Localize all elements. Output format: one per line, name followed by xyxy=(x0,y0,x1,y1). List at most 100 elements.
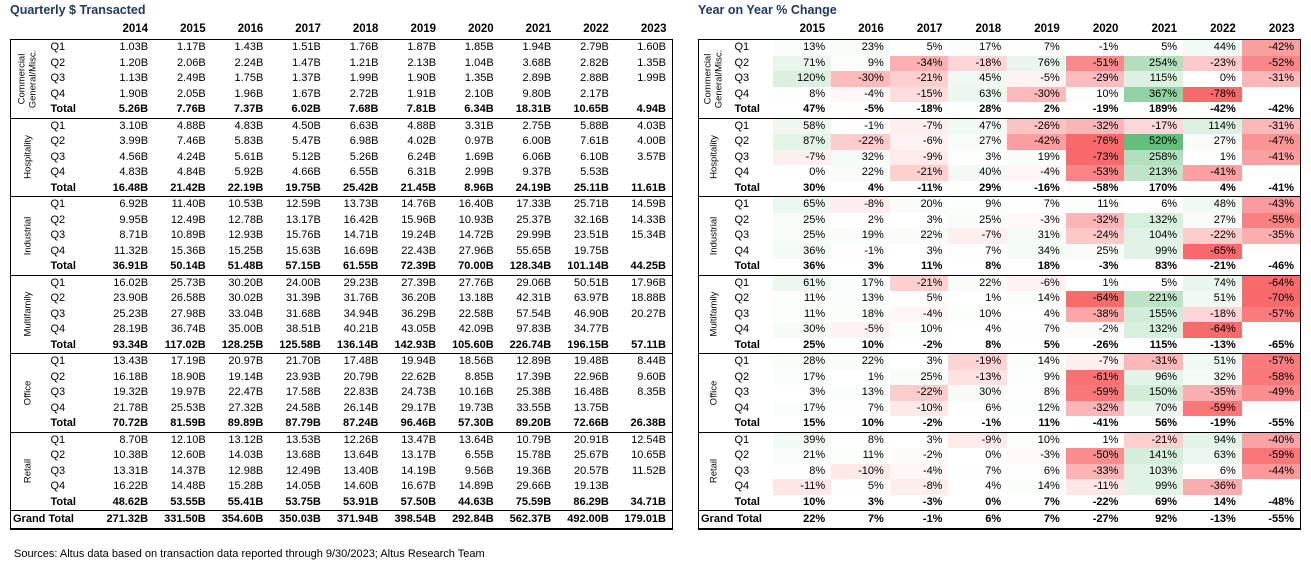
value-cell: 19.94B xyxy=(401,355,437,367)
value-cell: 13.31B xyxy=(113,464,149,477)
value-cell: 4.24B xyxy=(176,150,206,163)
value-cell: 89.89B xyxy=(227,417,264,429)
quarter-label: Q3 xyxy=(50,307,66,320)
heat-cell: -15% xyxy=(889,86,949,102)
heat-cell: 99% xyxy=(1124,479,1184,495)
sector-label-text: Industrial xyxy=(708,216,720,256)
value-cell: -41% xyxy=(1092,417,1119,429)
quarter-row: Industrial Q1 65% -8% 20% 9% 7% 11% 6% 48% -43% xyxy=(699,196,1301,255)
value-cell: -19% xyxy=(1092,103,1119,115)
heat-cell: -42% xyxy=(1241,39,1301,56)
value-cell: 11.52B xyxy=(631,464,666,477)
value-cell: 47% xyxy=(803,103,826,115)
value-cell: 14.33B xyxy=(631,213,666,226)
heat-cell: -44% xyxy=(1241,463,1301,479)
value-cell: 0% xyxy=(985,495,1002,508)
value-cell: 57.11B xyxy=(631,338,666,351)
heat-cell: 5% xyxy=(889,39,949,56)
year-header: 2018 xyxy=(352,23,379,35)
quarter-row: Q3 25.23B 27.98B 33.04B 31.68B 34.94B 36.29B 22… xyxy=(11,307,673,323)
heat-cell: -51% xyxy=(1065,55,1125,71)
value-cell: 22.58B xyxy=(458,307,494,320)
heat-cell: 103% xyxy=(1124,463,1184,479)
quarter-row: Q4 16.22B 14.48B 15.28B 14.05B 14.60B 16.67B 14… xyxy=(11,479,673,495)
value-cell: 14.19B xyxy=(401,464,437,477)
value-cell: 2.88B xyxy=(580,72,609,84)
value-cell: 1.85B xyxy=(464,41,494,53)
value-cell: 1.17B xyxy=(176,41,206,53)
sector-label-text: Multifamily xyxy=(22,291,34,337)
grand-total-value: 350.03B xyxy=(279,513,321,525)
value-cell: 10.93B xyxy=(458,213,494,226)
quarter-row: Q4 30% -5% 10% 4% 7% -2% 132% -64% xyxy=(699,322,1301,338)
sector-block: Hospitality Q1 58% -1% -7% 47% -26% -32% -17% 114… xyxy=(698,118,1301,197)
value-cell: 11% xyxy=(921,260,943,272)
value-cell: 6.06B xyxy=(522,150,552,163)
value-cell: -11% xyxy=(917,181,943,194)
heat-cell xyxy=(1242,401,1301,417)
value-cell: 13.17B xyxy=(401,449,437,461)
quarter-label: Q4 xyxy=(734,87,750,100)
quarter-row: Q4 21.78B 25.53B 27.32B 24.58B 26.14B 29.17B 19… xyxy=(11,401,673,417)
quarter-label: Q1 xyxy=(50,198,66,210)
sector-label-text: Commercial General/Misc. xyxy=(702,49,725,109)
total-label: Total xyxy=(734,181,760,194)
heat-cell: 71% xyxy=(772,55,832,71)
value-cell: 5.26B xyxy=(349,150,379,163)
heat-cell: -40% xyxy=(1241,432,1301,448)
value-cell: 23.51B xyxy=(573,229,609,241)
value-cell: 16.40B xyxy=(458,198,494,210)
value-cell: 14.89B xyxy=(458,480,494,492)
quarter-row: Q2 3.99B 7.46B 5.83B 5.47B 6.98B 4.02B 0.97B 6.0… xyxy=(11,134,673,150)
value-cell: 53.91B xyxy=(342,495,379,508)
value-cell: 10.53B xyxy=(228,198,264,210)
heat-cell: 45% xyxy=(948,71,1008,87)
heat-cell: 10% xyxy=(1007,432,1066,448)
year-header: 2017 xyxy=(295,23,321,35)
value-cell: 1.75B xyxy=(234,72,264,84)
heat-cell: -1% xyxy=(831,243,890,259)
value-cell: 25.71B xyxy=(573,198,609,210)
corner-label xyxy=(45,21,97,40)
quarter-row: Multifamily Q1 16.02B 25.73B 30.20B 24.00B 29.… xyxy=(11,275,673,337)
heat-cell: 0% xyxy=(948,448,1008,464)
heat-cell: -21% xyxy=(889,71,949,87)
quarter-label: Q1 xyxy=(734,41,750,53)
value-cell: 50.14B xyxy=(170,260,206,272)
grand-total-value: 562.37B xyxy=(509,513,552,525)
quarter-row: Hospitality Q1 58% -1% -7% 47% -26% -32% -17% 114… xyxy=(699,118,1301,179)
value-cell: 13.64B xyxy=(458,433,494,446)
quarter-row: Q3 120% -30% -21% 45% -5% -29% 115% 0% -31% xyxy=(699,71,1301,87)
heat-cell: 6% xyxy=(1183,463,1242,479)
heat-cell: -23% xyxy=(1183,55,1242,71)
grand-total-value: 22% xyxy=(803,513,826,525)
value-cell: 20.97B xyxy=(228,355,264,367)
value-cell: 1.69B xyxy=(464,150,494,163)
heat-cell: 14% xyxy=(1007,291,1066,307)
quarter-label: Q2 xyxy=(734,135,750,147)
heat-cell xyxy=(1242,479,1301,495)
value-cell: 189% xyxy=(1148,103,1178,115)
value-cell: 30.20B xyxy=(228,276,264,289)
value-cell: 25.73B xyxy=(170,276,206,289)
heat-cell: 28% xyxy=(772,353,832,370)
total-label: Total xyxy=(50,338,76,351)
year-header: 2022 xyxy=(1210,23,1236,35)
grand-total-block: Grand Total 22% 7% -1% 6% 7% -27% 92% -13% -55% xyxy=(698,510,1301,529)
quarter-row: Q4 8% -4% -15% 63% -30% 10% 367% -78% xyxy=(699,86,1301,102)
value-cell xyxy=(615,479,673,495)
heat-cell: 70% xyxy=(1124,400,1184,416)
value-cell: 13.18B xyxy=(458,292,494,304)
value-cell: 2.75B xyxy=(522,119,552,132)
value-cell: 14.48B xyxy=(170,480,206,492)
quarter-label: Q1 xyxy=(50,276,66,289)
quarter-row: Office Q1 13.43B 17.19B 20.97B 21.70B 17.48B 19… xyxy=(11,354,673,405)
heat-cell: 2% xyxy=(831,212,890,228)
heat-cell: -7% xyxy=(889,118,949,134)
heat-cell: 63% xyxy=(948,86,1008,102)
value-cell: 13.47B xyxy=(401,433,437,446)
heat-cell: -42% xyxy=(1007,134,1066,150)
grand-total-row: Grand Total 22% 7% -1% 6% 7% -27% 92% -13% -55% xyxy=(699,511,1301,529)
value-cell: 0.97B xyxy=(464,135,494,147)
